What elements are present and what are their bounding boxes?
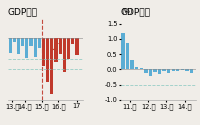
Text: (%): (%): [122, 8, 133, 14]
Bar: [126, 44, 129, 70]
Bar: [59, 38, 62, 54]
Bar: [67, 38, 70, 59]
Bar: [13, 38, 16, 42]
Bar: [29, 38, 33, 46]
Bar: [71, 38, 74, 44]
Bar: [135, 67, 138, 70]
Bar: [144, 70, 148, 72]
Text: 전망: 전망: [52, 39, 61, 50]
Bar: [46, 38, 49, 82]
Bar: [17, 38, 20, 54]
Bar: [130, 60, 134, 70]
Bar: [42, 38, 45, 66]
Bar: [153, 70, 157, 72]
Bar: [149, 70, 152, 75]
Bar: [176, 70, 179, 71]
Bar: [9, 38, 12, 52]
Bar: [190, 70, 193, 72]
Bar: [75, 38, 79, 55]
Bar: [140, 68, 143, 70]
Bar: [121, 33, 125, 70]
Text: GDP갭률: GDP갭률: [8, 8, 38, 17]
Bar: [172, 70, 175, 71]
Bar: [25, 38, 28, 58]
Bar: [63, 38, 66, 72]
Bar: [167, 70, 170, 72]
Bar: [38, 38, 41, 48]
Text: GDP갭률: GDP갭률: [121, 8, 151, 17]
Bar: [54, 38, 58, 62]
Bar: [158, 70, 161, 74]
Bar: [185, 70, 189, 71]
Bar: [21, 38, 24, 46]
Bar: [50, 38, 53, 94]
Bar: [162, 70, 166, 71]
Bar: [34, 38, 37, 57]
